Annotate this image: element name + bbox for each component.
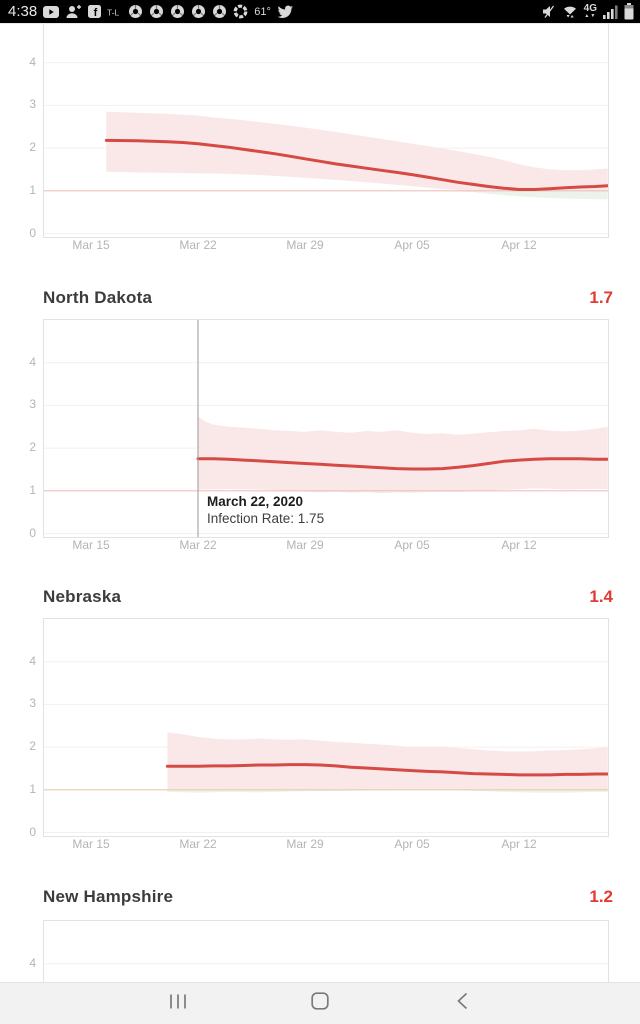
4g-data-icon: 4G ▲▼ — [583, 3, 597, 19]
x-tick-label: Mar 29 — [286, 837, 324, 851]
wifi-icon — [562, 4, 578, 19]
x-tick-label: Apr 05 — [394, 538, 430, 552]
back-button[interactable] — [452, 992, 472, 1015]
svg-text:T-L: T-L — [107, 7, 120, 17]
status-bar: 4:38 f T-L 61° 4G ▲▼ — [0, 0, 640, 24]
x-tick-label: Mar 15 — [72, 238, 110, 252]
y-tick-label: 0 — [29, 824, 36, 839]
y-tick-label: 1 — [29, 781, 36, 796]
x-tick-label: Apr 12 — [501, 238, 537, 252]
x-tick-label: Mar 15 — [72, 538, 110, 552]
infection-rate-line — [196, 457, 608, 471]
y-tick-label: 3 — [29, 97, 36, 112]
x-tick-label: Mar 22 — [179, 238, 217, 252]
y-tick-label: 0 — [29, 525, 36, 540]
infection-rate-chart[interactable]: March 22, 2020 Infection Rate: 1.75 — [43, 319, 609, 538]
y-tick-label: 4 — [29, 653, 36, 668]
section-header-nebraska: Nebraska 1.4 — [43, 586, 613, 608]
x-tick-label: Apr 12 — [501, 538, 537, 552]
svg-text:f: f — [94, 7, 98, 18]
confidence-band — [106, 111, 608, 191]
infection-rate-line — [165, 763, 608, 777]
shutter-icon — [233, 4, 248, 19]
recents-button[interactable] — [168, 993, 188, 1015]
confidence-band-below-one — [106, 190, 608, 200]
y-axis-labels: 4 — [0, 920, 36, 1024]
tooltip-rate: Infection Rate: 1.75 — [207, 511, 325, 526]
y-axis-labels: 0 1 2 3 4 — [0, 618, 36, 839]
chrome-icon — [128, 4, 143, 19]
y-axis-labels: 0 1 2 3 4 — [0, 319, 36, 540]
y-tick-label: 1 — [29, 482, 36, 497]
chart-plot-svg — [44, 963, 608, 965]
x-tick-label: Apr 12 — [501, 837, 537, 851]
chart-tooltip: March 22, 2020 Infection Rate: 1.75 — [207, 494, 324, 527]
confidence-band — [167, 732, 608, 790]
y-tick-label: 1 — [29, 182, 36, 197]
state-title: New Hampshire — [43, 887, 174, 906]
x-tick-label: Mar 15 — [72, 837, 110, 851]
mute-icon — [541, 4, 556, 19]
home-icon — [311, 992, 329, 1015]
rate-value: 1.7 — [589, 288, 613, 307]
status-time: 4:38 — [8, 2, 38, 20]
x-axis-labels: Mar 15 Mar 22 Mar 29 Apr 05 Apr 12 — [44, 538, 608, 554]
chart-plot-svg — [44, 320, 608, 537]
y-tick-label: 2 — [29, 739, 36, 754]
confidence-band-below-one — [167, 789, 608, 793]
chrome-icon — [212, 4, 227, 19]
chrome-icon — [149, 4, 164, 19]
chart-plot-svg — [44, 62, 608, 234]
confidence-band-below-one — [198, 490, 608, 494]
status-bar-right: 4G ▲▼ — [541, 3, 640, 20]
x-tick-label: Mar 29 — [286, 538, 324, 552]
x-tick-label: Apr 05 — [394, 837, 430, 851]
x-axis-labels: Mar 15 Mar 22 Mar 29 Apr 05 Apr 12 — [44, 837, 608, 853]
chrome-icon — [170, 4, 185, 19]
section-header-new-hampshire: New Hampshire 1.2 — [43, 886, 613, 908]
state-title: North Dakota — [43, 288, 153, 307]
x-tick-label: Mar 22 — [179, 538, 217, 552]
rate-value: 1.2 — [589, 887, 613, 906]
x-tick-label: Mar 22 — [179, 837, 217, 851]
back-icon — [456, 992, 468, 1015]
infection-rate-line — [104, 138, 608, 191]
infection-rate-chart[interactable] — [43, 19, 609, 238]
y-tick-label: 2 — [29, 140, 36, 155]
x-tick-label: Mar 29 — [286, 238, 324, 252]
chart-plot-svg — [44, 661, 608, 833]
chrome-icon — [191, 4, 206, 19]
navigation-bar — [0, 982, 640, 1024]
y-tick-label: 4 — [29, 955, 36, 970]
signal-strength-icon — [603, 4, 618, 19]
recents-icon — [169, 993, 187, 1015]
y-axis-labels: 0 1 2 3 4 — [0, 19, 36, 240]
status-bar-left: 4:38 f T-L 61° — [0, 0, 294, 24]
infection-rate-chart[interactable] — [43, 618, 609, 837]
y-tick-label: 0 — [29, 225, 36, 240]
home-button[interactable] — [310, 992, 330, 1015]
t-l-icon: T-L — [107, 7, 122, 17]
y-tick-label: 3 — [29, 397, 36, 412]
x-tick-label: Apr 05 — [394, 238, 430, 252]
tooltip-date: March 22, 2020 — [207, 494, 304, 509]
temperature: 61° — [254, 5, 271, 18]
twitter-icon — [277, 5, 294, 19]
person-add-icon — [65, 4, 82, 19]
y-tick-label: 2 — [29, 440, 36, 455]
x-axis-labels: Mar 15 Mar 22 Mar 29 Apr 05 Apr 12 — [44, 238, 608, 254]
section-header-north-dakota: North Dakota 1.7 — [43, 287, 613, 309]
y-tick-label: 4 — [29, 354, 36, 369]
state-title: Nebraska — [43, 587, 122, 606]
y-tick-label: 4 — [29, 54, 36, 69]
facebook-icon: f — [88, 5, 102, 18]
battery-icon — [624, 3, 634, 20]
rate-value: 1.4 — [589, 587, 613, 606]
y-tick-label: 3 — [29, 696, 36, 711]
youtube-icon — [43, 5, 60, 18]
confidence-band — [198, 416, 608, 491]
